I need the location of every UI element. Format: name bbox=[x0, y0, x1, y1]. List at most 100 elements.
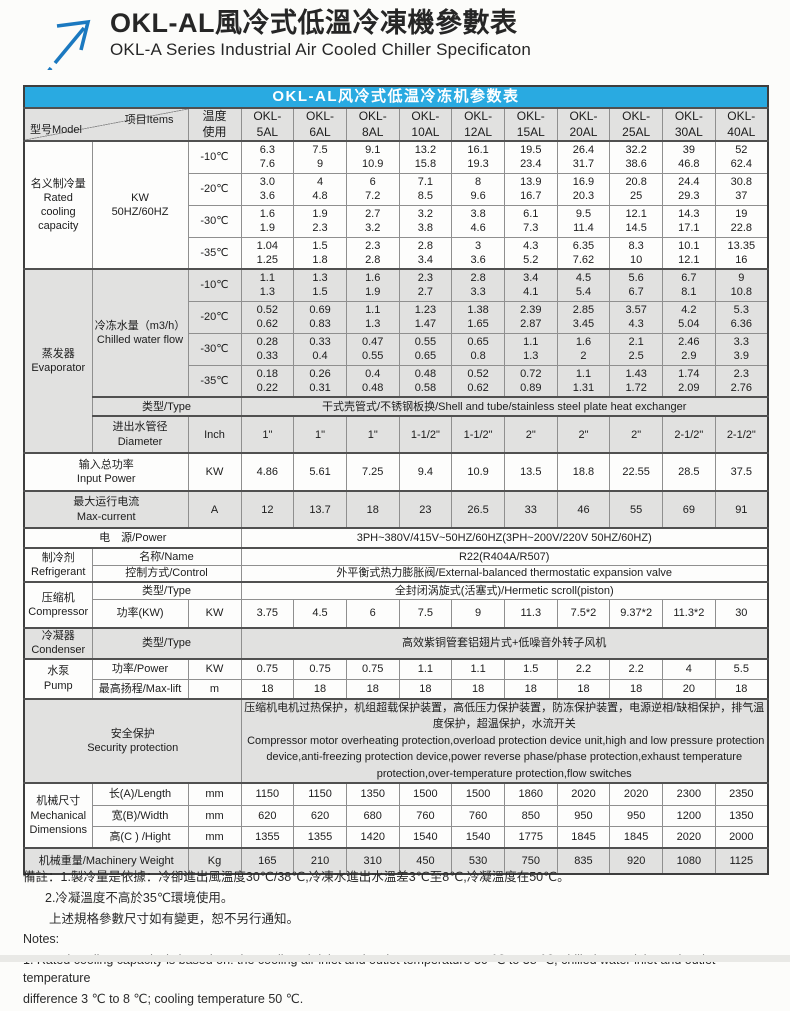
refrigerant-control-row: 控制方式/Control 外平衡式热力膨胀阀/External-balanced… bbox=[24, 564, 769, 583]
cooling-value: 16.9 20.3 bbox=[556, 172, 611, 206]
flow-value: 0.18 0.22 bbox=[240, 364, 295, 398]
diameter-value: 2-1/2" bbox=[714, 415, 769, 454]
security-text-zh: 压缩机电机过热保护，机组超载保护装置，高低压力保护装置，防冻保护装置，电源逆相/… bbox=[244, 701, 765, 731]
note-zh-3: 上述規格參數尺寸如有變更，恕不另行通知。 bbox=[49, 911, 300, 926]
cooling-value: 3.8 4.6 bbox=[451, 204, 505, 238]
temp-label: -35℃ bbox=[187, 364, 242, 398]
weight-value: 1125 bbox=[714, 847, 769, 875]
cooling-row: -35℃ 1.04 1.25 1.5 1.8 2.3 2.8 2.8 3.4 3 3.6 4.3 5.… bbox=[24, 236, 769, 270]
refrigerant-control-value: 外平衡式热力膨胀阀/External-balanced thermostatic… bbox=[240, 564, 769, 583]
cooling-value: 32.2 38.6 bbox=[609, 140, 663, 174]
pump-lift-value: 20 bbox=[662, 679, 716, 700]
flow-value: 1.74 2.09 bbox=[662, 364, 716, 398]
pump-power-unit: KW bbox=[187, 657, 242, 681]
width-value: 1200 bbox=[662, 804, 716, 827]
cooling-value: 6 7.2 bbox=[345, 172, 400, 206]
weight-row: 机械重量/Machinery Weight Kg 165 210 310 450 530… bbox=[23, 847, 769, 875]
height-value: 1775 bbox=[503, 825, 558, 849]
width-value: 850 bbox=[503, 804, 558, 827]
cooling-value: 4 4.8 bbox=[293, 172, 347, 206]
max-current-value: 46 bbox=[556, 490, 611, 529]
compressor-power-value: 3.75 bbox=[240, 598, 295, 629]
flow-value: 2.46 2.9 bbox=[662, 332, 716, 366]
max-current-value: 91 bbox=[714, 490, 769, 529]
compressor-power-row: 功率(KW) KW 3.75 4.5 6 7.5 9 11.3 7.5*2 9.37*2 11.… bbox=[24, 598, 769, 629]
refrigerant-name-label: 名称/Name bbox=[91, 547, 242, 566]
flow-value: 0.69 0.83 bbox=[293, 300, 347, 334]
compressor-type-label: 类型/Type bbox=[91, 581, 242, 600]
note-zh-1: 備註：1.製冷量是依據：冷卻進出風溫度30℃/38℃,冷凍水進出水溫差3℃至8℃… bbox=[23, 870, 570, 884]
corner-model-label: 型号Model bbox=[30, 123, 82, 136]
flow-value: 4.2 5.04 bbox=[662, 300, 716, 334]
pump-lift-value: 18 bbox=[398, 679, 453, 700]
input-power-value: 18.8 bbox=[556, 452, 611, 492]
pump-lift-value: 18 bbox=[503, 679, 558, 700]
flow-value: 0.48 0.58 bbox=[398, 364, 453, 398]
length-label: 长(A)/Length bbox=[91, 782, 189, 806]
model-column-header: OKL- 30AL bbox=[662, 106, 716, 142]
compressor-power-value: 7.5 bbox=[398, 598, 453, 629]
power-supply-value: 3PH~380V/415V~50HZ/60HZ(3PH~200V/220V 50… bbox=[240, 527, 769, 549]
cooling-value: 13.35 16 bbox=[714, 236, 769, 270]
cooling-row: 名义制冷量 Rated cooling capacity KW 50HZ/60HZ -1… bbox=[23, 140, 769, 270]
height-value: 1420 bbox=[345, 825, 400, 849]
max-current-value: 23 bbox=[398, 490, 453, 529]
flow-value: 2.8 3.3 bbox=[451, 268, 505, 302]
height-value: 1540 bbox=[451, 825, 505, 849]
height-label: 高(C ) /Hight bbox=[91, 825, 189, 849]
spec-table: OKL-AL风冷式低温冷冻机参数表 项目Items 型号Model 温度 使用 O… bbox=[23, 85, 769, 876]
compressor-power-value: 4.5 bbox=[293, 598, 347, 629]
pump-lift-value: 18 bbox=[609, 679, 663, 700]
pump-lift-value: 18 bbox=[293, 679, 347, 700]
pump-power-value: 0.75 bbox=[240, 657, 295, 681]
compressor-power-value: 9 bbox=[451, 598, 505, 629]
security-text-en: Compressor motor overheating protection,… bbox=[244, 734, 768, 780]
length-value: 1350 bbox=[345, 782, 400, 806]
table-caption-row: OKL-AL风冷式低温冷冻机参数表 bbox=[23, 85, 769, 109]
cooling-value: 3 3.6 bbox=[451, 236, 505, 270]
evaporator-flow-row: -20℃ 0.52 0.62 0.69 0.83 1.1 1.3 1.23 1.47 1.38 1… bbox=[24, 300, 769, 334]
flow-value: 2.1 2.5 bbox=[609, 332, 663, 366]
power-supply-row: 电 源/Power 3PH~380V/415V~50HZ/60HZ(3PH~20… bbox=[23, 527, 769, 549]
max-current-value: 13.7 bbox=[293, 490, 347, 529]
flow-value: 4.5 5.4 bbox=[556, 268, 611, 302]
compressor-section-label: 压缩机 Compressor bbox=[23, 581, 93, 629]
cooling-value: 1.9 2.3 bbox=[293, 204, 347, 238]
diameter-value: 2-1/2" bbox=[662, 415, 716, 454]
security-text-cell: 压缩机电机过热保护，机组超载保护装置，高低压力保护装置，防冻保护装置，电源逆相/… bbox=[240, 697, 769, 784]
refrigerant-name-row: 制冷剂 Refrigerant 名称/Name R22(R404A/R507) bbox=[23, 547, 769, 583]
flow-value: 1.1 1.3 bbox=[503, 332, 558, 366]
width-unit: mm bbox=[187, 804, 242, 827]
note-en-2: difference 3 ℃ to 8 ℃; cooling temperatu… bbox=[23, 991, 304, 1006]
max-current-value: 55 bbox=[609, 490, 663, 529]
pump-lift-unit: m bbox=[187, 679, 242, 700]
flow-value: 0.55 0.65 bbox=[398, 332, 453, 366]
cooling-value: 13.9 16.7 bbox=[503, 172, 558, 206]
cooling-value: 20.8 25 bbox=[609, 172, 663, 206]
model-column-header: OKL- 5AL bbox=[240, 106, 295, 142]
cooling-value: 52 62.4 bbox=[714, 140, 769, 174]
model-column-header: OKL- 12AL bbox=[451, 106, 505, 142]
diameter-value: 1" bbox=[240, 415, 295, 454]
cooling-value: 6.1 7.3 bbox=[503, 204, 558, 238]
flow-value: 0.33 0.4 bbox=[293, 332, 347, 366]
width-value: 620 bbox=[293, 804, 347, 827]
temp-label: -30℃ bbox=[187, 332, 242, 366]
pump-power-value: 2.2 bbox=[609, 657, 663, 681]
length-value: 1860 bbox=[503, 782, 558, 806]
pump-section-label: 水泵 Pump bbox=[23, 657, 93, 700]
weight-value: 1080 bbox=[662, 847, 716, 875]
flow-value: 1.6 1.9 bbox=[345, 268, 400, 302]
pump-power-value: 5.5 bbox=[714, 657, 769, 681]
weight-value: 165 bbox=[240, 847, 295, 875]
evaporator-section-label: 蒸发器 Evaporator bbox=[23, 268, 93, 454]
column-header-row: 项目Items 型号Model 温度 使用 OKL- 5AL OKL- 6AL OKL- 8… bbox=[23, 106, 769, 142]
dimension-length-row: 机械尺寸 Mechanical Dimensions 长(A)/Length mm … bbox=[23, 782, 769, 849]
security-row: 安全保护 Security protection 压缩机电机过热保护，机组超载保护… bbox=[23, 697, 769, 784]
table-caption: OKL-AL风冷式低温冷冻机参数表 bbox=[23, 85, 769, 109]
pump-power-value: 0.75 bbox=[293, 657, 347, 681]
length-value: 2020 bbox=[609, 782, 663, 806]
input-power-value: 7.25 bbox=[345, 452, 400, 492]
cooling-value: 19.5 23.4 bbox=[503, 140, 558, 174]
notes-block: 備註：1.製冷量是依據：冷卻進出風溫度30℃/38℃,冷凍水進出水溫差3℃至8℃… bbox=[23, 869, 771, 1011]
